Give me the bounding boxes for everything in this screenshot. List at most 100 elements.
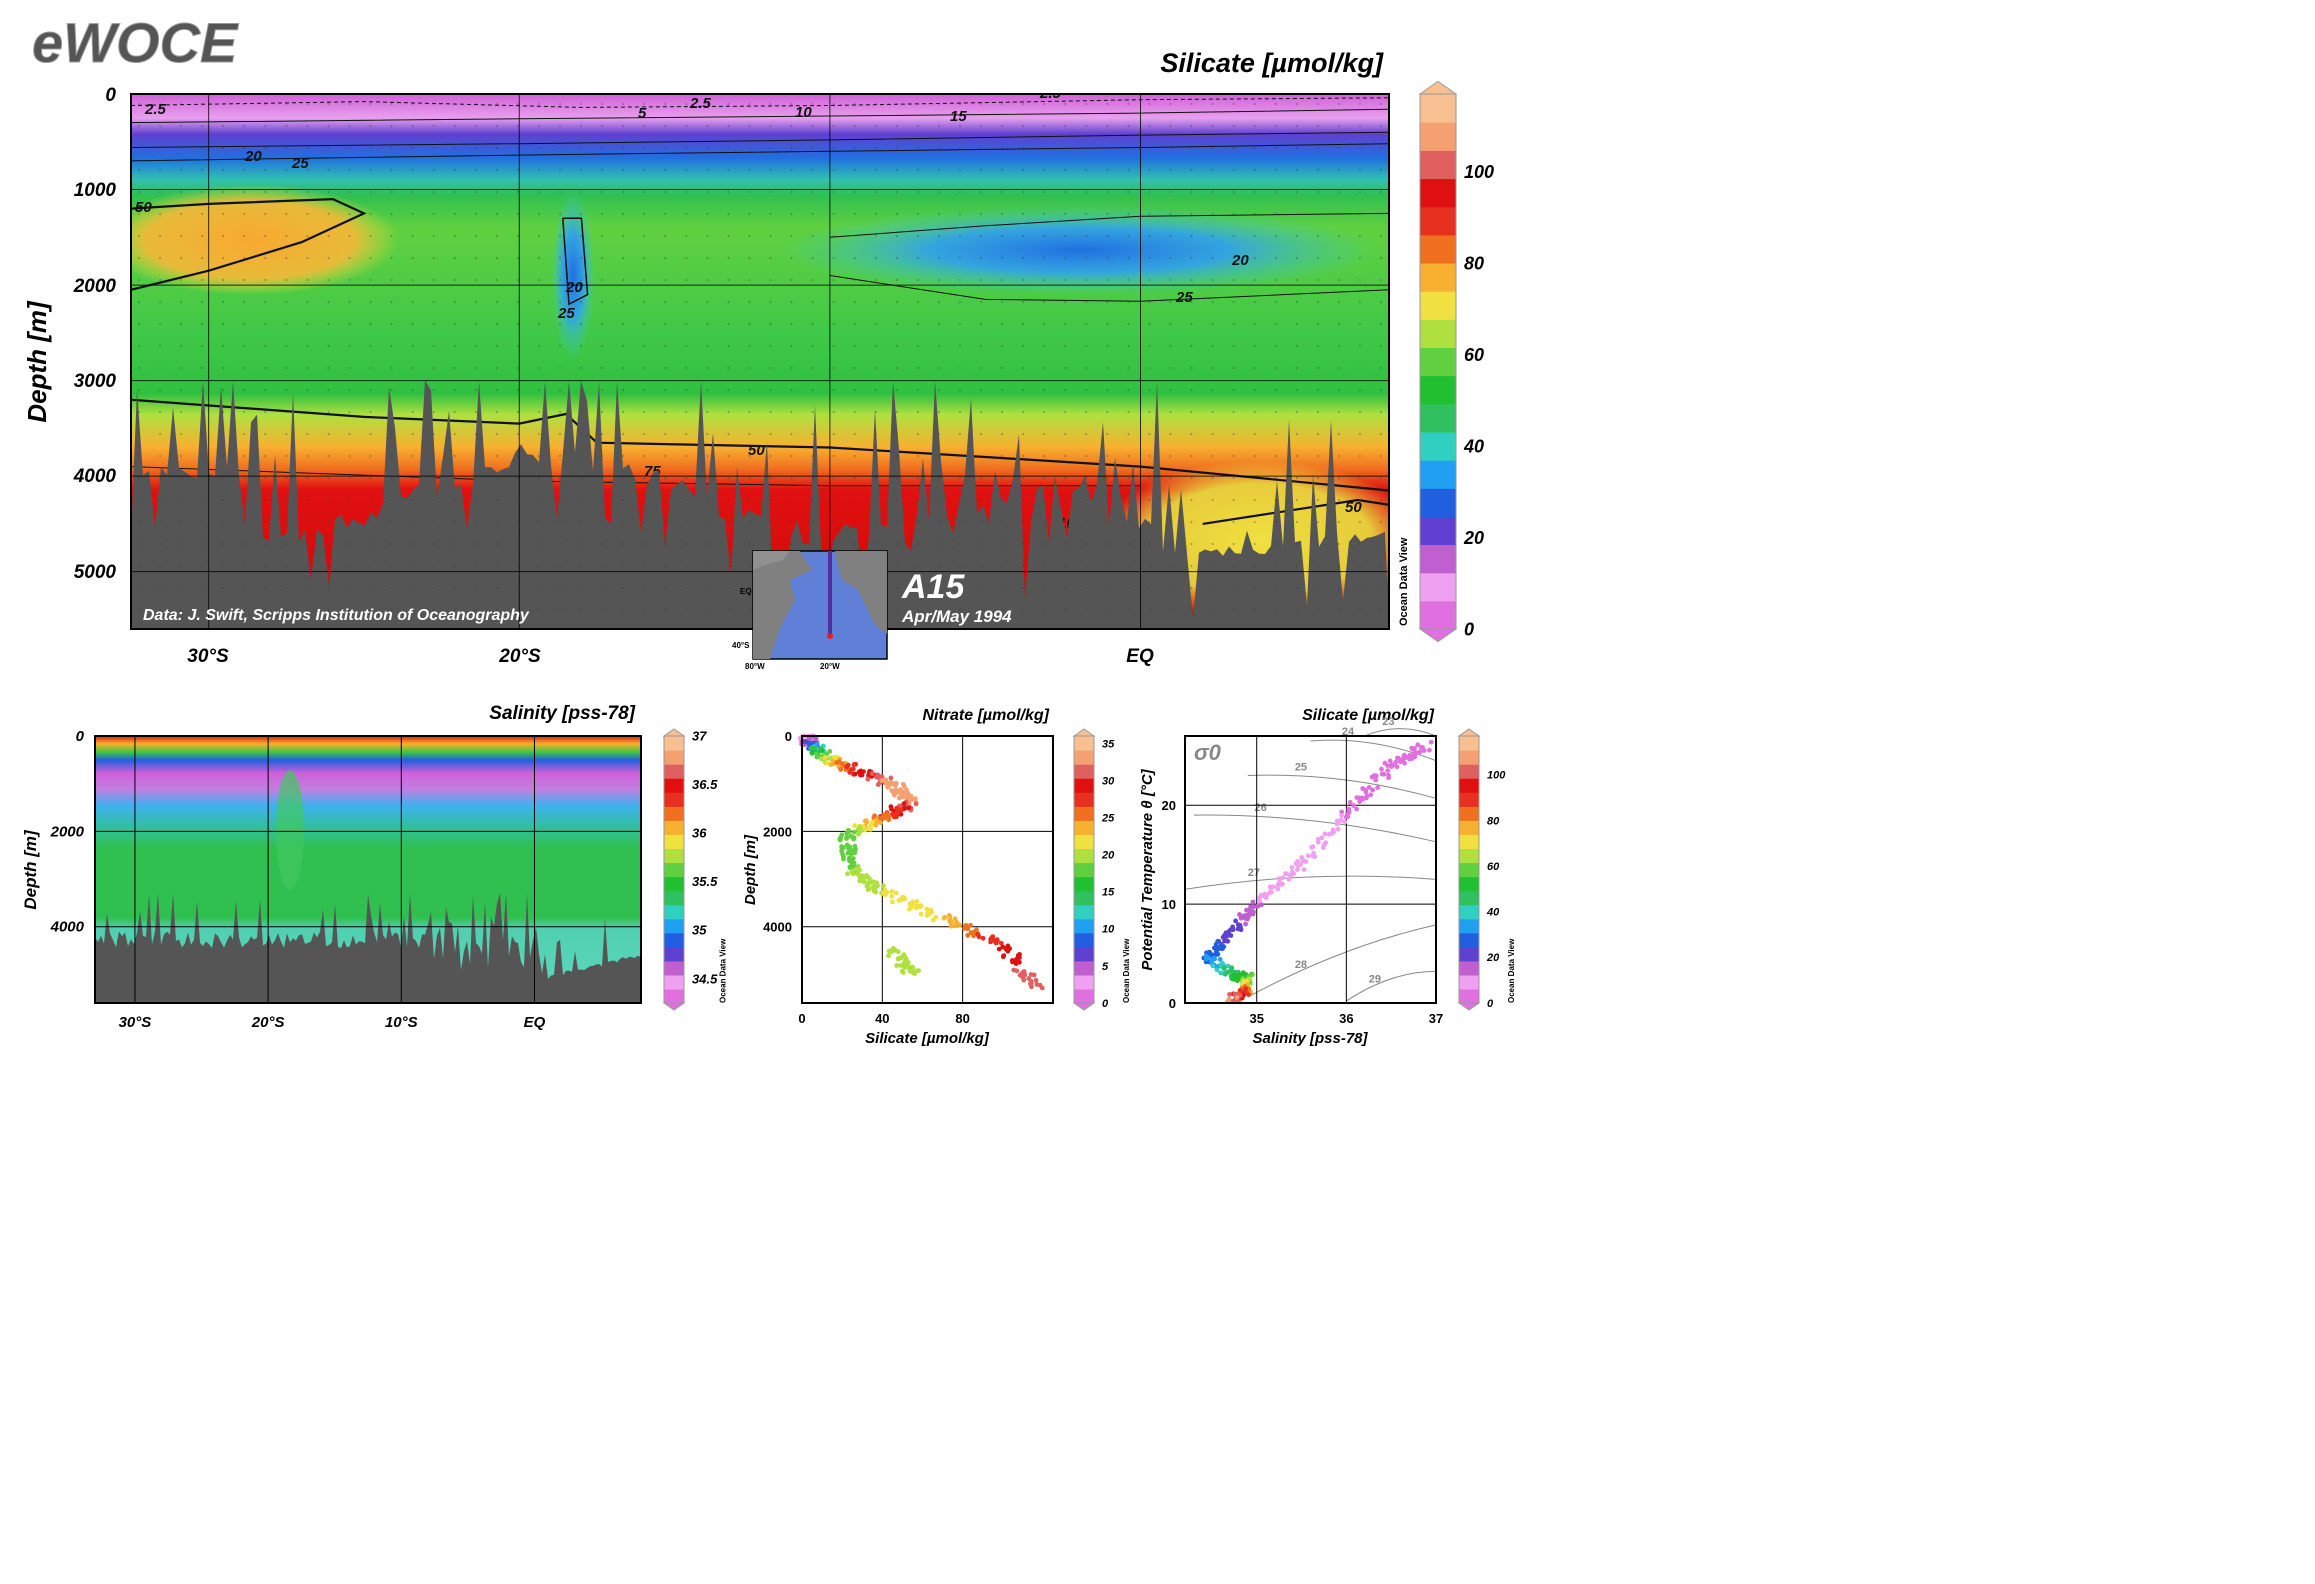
station-dot [306, 411, 309, 413]
colorbar-segment [1074, 918, 1094, 934]
scatter-point [856, 827, 862, 832]
colorbar-segment [1420, 460, 1456, 489]
scatter-point [889, 889, 895, 894]
silicate-ylabel: Depth [m] [22, 300, 52, 423]
scatter-point [1368, 792, 1374, 798]
station-dot [180, 323, 183, 325]
station-dot [1169, 323, 1172, 325]
scatter-point [1345, 814, 1350, 820]
station-dot [748, 433, 751, 435]
station-dot [1022, 565, 1025, 567]
colorbar-top-arrow [1457, 728, 1481, 737]
station-dot [348, 367, 351, 369]
station-dot [180, 455, 183, 457]
station-dot [727, 367, 730, 369]
station-dot [1106, 587, 1109, 589]
station-dot [138, 147, 140, 149]
scatter-point [1227, 992, 1232, 997]
station-dot [685, 411, 688, 413]
scatter-point [1342, 819, 1348, 825]
scatter-point [1417, 749, 1423, 755]
station-dot [1359, 323, 1361, 325]
station-dot [643, 323, 646, 325]
station-dot [1148, 433, 1151, 435]
scatter-point [1001, 953, 1007, 958]
station-dot [243, 455, 246, 457]
sigma0-label: σ0 [1194, 740, 1222, 765]
station-dot [1316, 389, 1319, 391]
colorbar-segment [664, 848, 684, 864]
scatter-point [807, 736, 813, 741]
station-dot [1211, 499, 1214, 501]
scatter-point [897, 897, 903, 903]
scatter-point [830, 759, 836, 765]
station-dot [1295, 345, 1298, 347]
station-dot [222, 609, 225, 611]
station-dot [243, 257, 246, 259]
station-dot [1232, 279, 1235, 281]
station-dot [517, 411, 519, 413]
station-dot [159, 477, 161, 479]
station-dot [264, 301, 267, 303]
station-dot [348, 257, 351, 259]
station-dot [159, 323, 161, 325]
station-dot [1127, 169, 1130, 171]
station-dot [1359, 477, 1361, 479]
station-dot [1190, 565, 1193, 567]
station-dot [938, 257, 940, 259]
station-dot [348, 521, 351, 523]
station-dot [685, 191, 688, 193]
station-dot [432, 609, 435, 611]
station-dot [264, 235, 267, 237]
station-dot [1316, 279, 1319, 281]
station-dot [369, 587, 372, 589]
station-dot [180, 103, 183, 105]
scatter-point [868, 823, 874, 829]
station-dot [706, 323, 709, 325]
station-dot [1169, 103, 1172, 105]
station-dot [1106, 367, 1109, 369]
station-dot [264, 411, 267, 413]
station-dot [916, 279, 919, 281]
station-dot [769, 521, 772, 523]
station-dot [390, 455, 393, 457]
station-dot [748, 103, 751, 105]
scatter-point [862, 827, 868, 833]
station-dot [1064, 565, 1067, 567]
station-dot [243, 279, 246, 281]
station-dot [306, 433, 309, 435]
station-dot [474, 543, 477, 545]
station-dot [369, 169, 372, 171]
station-dot [1232, 543, 1235, 545]
station-dot [1169, 587, 1172, 589]
scatter-point [873, 822, 879, 828]
station-dot [201, 587, 204, 589]
station-dot [1359, 367, 1361, 369]
station-dot [138, 235, 140, 237]
station-dot [1127, 499, 1130, 501]
station-dot [1337, 301, 1340, 303]
station-dot [180, 609, 183, 611]
station-dot [222, 521, 225, 523]
station-dot [1295, 257, 1298, 259]
station-dot [727, 345, 730, 347]
station-dot [1085, 455, 1088, 457]
station-dot [517, 301, 519, 303]
station-dot [1127, 587, 1130, 589]
colorbar-segment [1074, 890, 1094, 906]
station-dot [769, 345, 772, 347]
ytick-label: 4000 [50, 919, 85, 936]
station-dot [390, 367, 393, 369]
station-dot [138, 301, 140, 303]
station-dot [811, 433, 814, 435]
station-dot [1106, 389, 1109, 391]
station-dot [1337, 609, 1340, 611]
station-dot [853, 389, 856, 391]
station-dot [1359, 169, 1361, 171]
station-dot [517, 455, 519, 457]
station-dot [1127, 279, 1130, 281]
low-silicate-core [551, 190, 595, 360]
station-dot [1127, 103, 1130, 105]
station-dot [706, 477, 709, 479]
colorbar-segment [1074, 834, 1094, 850]
